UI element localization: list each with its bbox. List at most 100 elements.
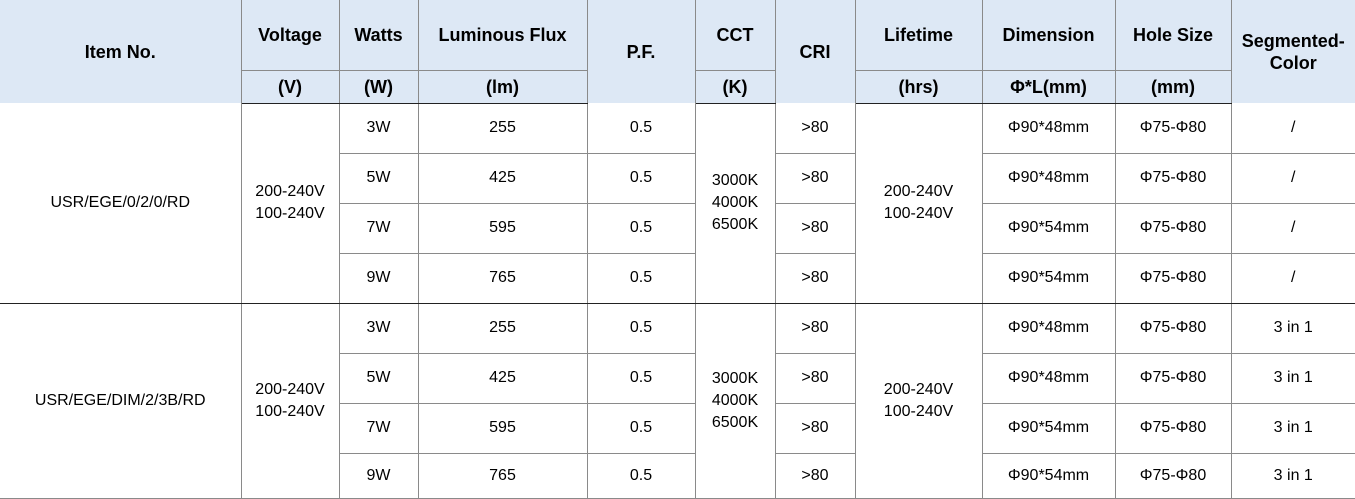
cct-line: 6500K bbox=[696, 412, 775, 434]
hole-size-cell: Φ75-Φ80 bbox=[1115, 453, 1231, 498]
pf-cell: 0.5 bbox=[587, 303, 695, 353]
header-voltage-unit: (V) bbox=[241, 70, 339, 103]
hole-size-cell: Φ75-Φ80 bbox=[1115, 353, 1231, 403]
header-pf: P.F. bbox=[587, 0, 695, 103]
pf-cell: 0.5 bbox=[587, 403, 695, 453]
item-number-cell: USR/EGE/DIM/2/3B/RD bbox=[0, 303, 241, 498]
segmented-color-cell: 3 in 1 bbox=[1231, 353, 1355, 403]
cct-line: 4000K bbox=[696, 390, 775, 412]
cri-cell: >80 bbox=[775, 353, 855, 403]
cct-cell: 3000K 4000K 6500K bbox=[695, 303, 775, 498]
header-segmented-color: Segmented- Color bbox=[1231, 0, 1355, 103]
table-header: Item No. Voltage Watts Luminous Flux P.F… bbox=[0, 0, 1355, 103]
header-segmented-line-1: Segmented- bbox=[1232, 30, 1355, 52]
lifetime-cell: 200-240V 100-240V bbox=[855, 303, 982, 498]
cri-cell: >80 bbox=[775, 103, 855, 153]
header-watts: Watts bbox=[339, 0, 418, 70]
header-dimension-unit: Φ*L(mm) bbox=[982, 70, 1115, 103]
dimension-cell: Φ90*54mm bbox=[982, 253, 1115, 303]
watts-cell: 9W bbox=[339, 253, 418, 303]
segmented-color-cell: / bbox=[1231, 103, 1355, 153]
header-cct-unit: (K) bbox=[695, 70, 775, 103]
cri-cell: >80 bbox=[775, 403, 855, 453]
table-row: USR/EGE/DIM/2/3B/RD 200-240V 100-240V 3W… bbox=[0, 303, 1355, 353]
cct-cell: 3000K 4000K 6500K bbox=[695, 103, 775, 303]
dimension-cell: Φ90*48mm bbox=[982, 153, 1115, 203]
cct-line: 4000K bbox=[696, 192, 775, 214]
header-hole-size: Hole Size bbox=[1115, 0, 1231, 70]
header-watts-unit: (W) bbox=[339, 70, 418, 103]
table-body: USR/EGE/0/2/0/RD 200-240V 100-240V 3W 25… bbox=[0, 103, 1355, 498]
cri-cell: >80 bbox=[775, 303, 855, 353]
watts-cell: 5W bbox=[339, 153, 418, 203]
voltage-line: 100-240V bbox=[242, 401, 339, 423]
segmented-color-cell: 3 in 1 bbox=[1231, 453, 1355, 498]
header-flux-unit: (lm) bbox=[418, 70, 587, 103]
lifetime-line: 200-240V bbox=[856, 181, 982, 203]
flux-cell: 255 bbox=[418, 103, 587, 153]
lifetime-line: 200-240V bbox=[856, 379, 982, 401]
header-lifetime: Lifetime bbox=[855, 0, 982, 70]
voltage-cell: 200-240V 100-240V bbox=[241, 103, 339, 303]
voltage-line: 200-240V bbox=[242, 379, 339, 401]
flux-cell: 425 bbox=[418, 153, 587, 203]
cri-cell: >80 bbox=[775, 203, 855, 253]
dimension-cell: Φ90*54mm bbox=[982, 203, 1115, 253]
voltage-line: 100-240V bbox=[242, 203, 339, 225]
cri-cell: >80 bbox=[775, 453, 855, 498]
segmented-color-cell: / bbox=[1231, 153, 1355, 203]
flux-cell: 595 bbox=[418, 403, 587, 453]
dimension-cell: Φ90*54mm bbox=[982, 453, 1115, 498]
header-luminous-flux: Luminous Flux bbox=[418, 0, 587, 70]
segmented-color-cell: / bbox=[1231, 253, 1355, 303]
hole-size-cell: Φ75-Φ80 bbox=[1115, 253, 1231, 303]
watts-cell: 7W bbox=[339, 403, 418, 453]
segmented-color-cell: 3 in 1 bbox=[1231, 403, 1355, 453]
cct-line: 3000K bbox=[696, 368, 775, 390]
flux-cell: 765 bbox=[418, 253, 587, 303]
voltage-cell: 200-240V 100-240V bbox=[241, 303, 339, 498]
segmented-color-cell: 3 in 1 bbox=[1231, 303, 1355, 353]
watts-cell: 5W bbox=[339, 353, 418, 403]
header-dimension: Dimension bbox=[982, 0, 1115, 70]
hole-size-cell: Φ75-Φ80 bbox=[1115, 403, 1231, 453]
header-cct: CCT bbox=[695, 0, 775, 70]
segmented-color-cell: / bbox=[1231, 203, 1355, 253]
watts-cell: 7W bbox=[339, 203, 418, 253]
lifetime-cell: 200-240V 100-240V bbox=[855, 103, 982, 303]
flux-cell: 765 bbox=[418, 453, 587, 498]
table-row: USR/EGE/0/2/0/RD 200-240V 100-240V 3W 25… bbox=[0, 103, 1355, 153]
dimension-cell: Φ90*48mm bbox=[982, 303, 1115, 353]
lifetime-line: 100-240V bbox=[856, 203, 982, 225]
pf-cell: 0.5 bbox=[587, 103, 695, 153]
pf-cell: 0.5 bbox=[587, 203, 695, 253]
voltage-line: 200-240V bbox=[242, 181, 339, 203]
hole-size-cell: Φ75-Φ80 bbox=[1115, 203, 1231, 253]
watts-cell: 3W bbox=[339, 303, 418, 353]
hole-size-cell: Φ75-Φ80 bbox=[1115, 153, 1231, 203]
pf-cell: 0.5 bbox=[587, 453, 695, 498]
watts-cell: 9W bbox=[339, 453, 418, 498]
cct-line: 3000K bbox=[696, 170, 775, 192]
header-item-no: Item No. bbox=[0, 0, 241, 103]
pf-cell: 0.5 bbox=[587, 353, 695, 403]
pf-cell: 0.5 bbox=[587, 153, 695, 203]
cri-cell: >80 bbox=[775, 253, 855, 303]
hole-size-cell: Φ75-Φ80 bbox=[1115, 103, 1231, 153]
dimension-cell: Φ90*48mm bbox=[982, 353, 1115, 403]
header-segmented-line-2: Color bbox=[1232, 52, 1355, 74]
cri-cell: >80 bbox=[775, 153, 855, 203]
hole-size-cell: Φ75-Φ80 bbox=[1115, 303, 1231, 353]
dimension-cell: Φ90*54mm bbox=[982, 403, 1115, 453]
flux-cell: 425 bbox=[418, 353, 587, 403]
cct-line: 6500K bbox=[696, 214, 775, 236]
pf-cell: 0.5 bbox=[587, 253, 695, 303]
lifetime-line: 100-240V bbox=[856, 401, 982, 423]
dimension-cell: Φ90*48mm bbox=[982, 103, 1115, 153]
header-cri: CRI bbox=[775, 0, 855, 103]
watts-cell: 3W bbox=[339, 103, 418, 153]
header-hole-unit: (mm) bbox=[1115, 70, 1231, 103]
item-number-cell: USR/EGE/0/2/0/RD bbox=[0, 103, 241, 303]
flux-cell: 595 bbox=[418, 203, 587, 253]
